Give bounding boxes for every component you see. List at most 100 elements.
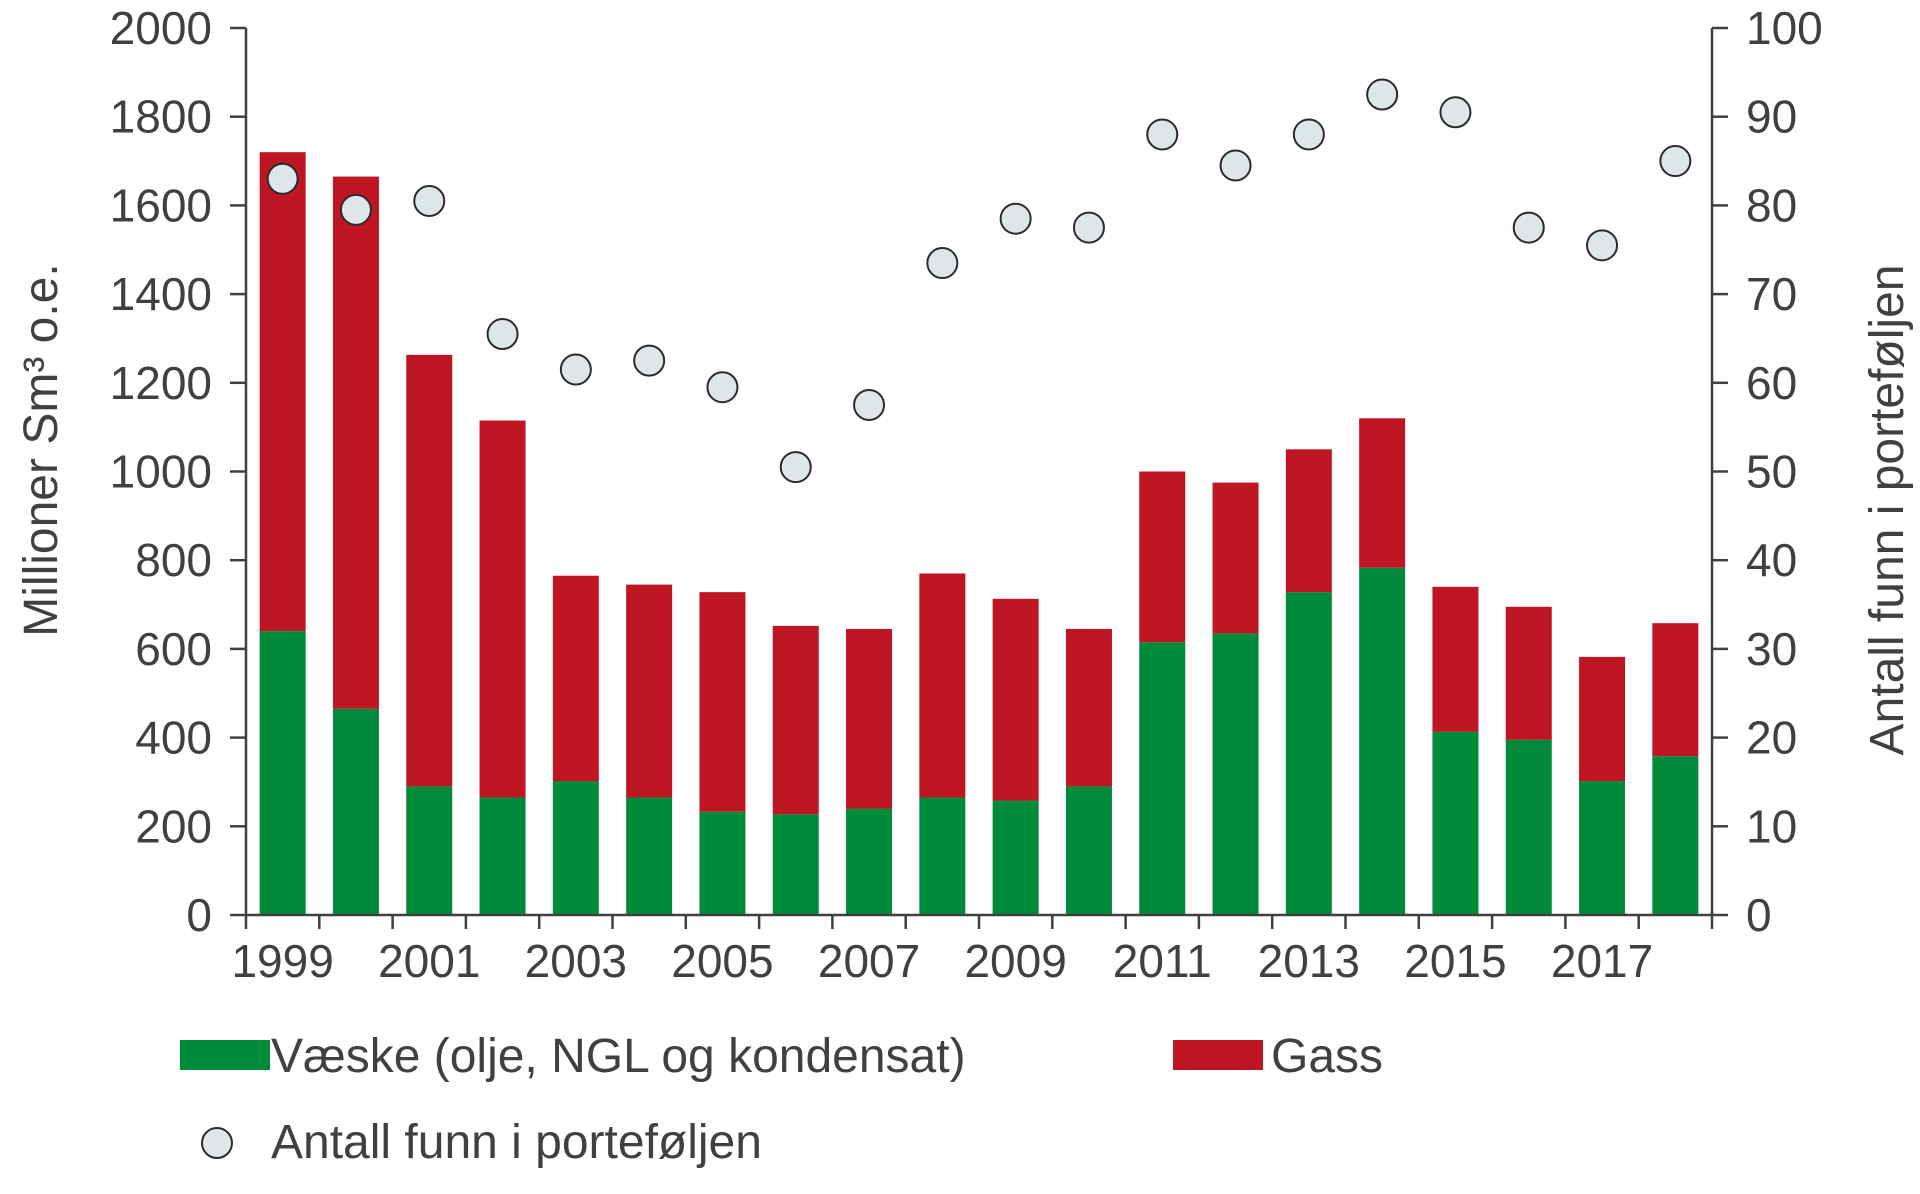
bar-vaeske-2001	[406, 786, 453, 915]
y-tick-label-left-1200: 1200	[110, 357, 212, 409]
x-tick-label-2013: 2013	[1258, 935, 1360, 987]
bar-vaeske-2009	[992, 800, 1039, 915]
point-funn-2012	[1219, 149, 1252, 182]
bar-gass-2005	[699, 592, 746, 812]
bar-gass-2001	[406, 354, 453, 787]
bar-gass-2007	[846, 628, 893, 809]
y-tick-label-left-1000: 1000	[110, 446, 212, 498]
bar-vaeske-2018	[1652, 756, 1699, 915]
point-funn-2007	[853, 388, 886, 421]
point-funn-2009	[999, 202, 1032, 235]
point-funn-2000	[339, 193, 372, 226]
x-tick-label-2011: 2011	[1113, 935, 1212, 987]
x-tick-label-2009: 2009	[964, 935, 1066, 987]
bar-gass-2015	[1432, 586, 1479, 732]
bar-gass-2000	[332, 176, 379, 709]
y-axis-title-left: Millioner Sm³ o.e.	[15, 263, 68, 636]
y-tick-label-left-200: 200	[135, 800, 212, 852]
point-funn-1999	[266, 162, 299, 195]
bar-gass-2017	[1579, 656, 1626, 782]
y-tick-label-left-600: 600	[135, 623, 212, 675]
y-tick-label-right-50: 50	[1746, 446, 1797, 498]
bar-gass-2014	[1359, 418, 1406, 568]
y-tick-label-right-10: 10	[1746, 800, 1797, 852]
bar-vaeske-2010	[1065, 786, 1112, 915]
x-tick-label-2015: 2015	[1404, 935, 1506, 987]
legend-label-funn: Antall funn i porteføljen	[271, 1116, 762, 1169]
point-funn-2006	[779, 451, 812, 484]
x-tick-label-2005: 2005	[671, 935, 773, 987]
bar-vaeske-2012	[1212, 633, 1259, 915]
point-funn-2010	[1072, 211, 1105, 244]
point-funn-2016	[1512, 211, 1545, 244]
axes-layer	[230, 26, 1728, 929]
y-axis-title-right: Antall funn i porteføljen	[1861, 265, 1914, 756]
y-tick-label-left-0: 0	[186, 889, 212, 941]
bar-vaeske-2004	[626, 797, 673, 915]
bar-vaeske-2008	[919, 797, 966, 915]
y-tick-label-right-70: 70	[1746, 268, 1797, 320]
bar-vaeske-2014	[1359, 567, 1406, 915]
point-funn-2001	[413, 184, 446, 217]
point-funn-2008	[926, 247, 959, 280]
bar-gass-2002	[479, 420, 526, 798]
point-funn-2017	[1586, 229, 1619, 262]
point-funn-2004	[633, 344, 666, 377]
bar-vaeske-2017	[1579, 781, 1626, 915]
y-tick-label-right-100: 100	[1746, 2, 1823, 54]
y-tick-label-left-1600: 1600	[110, 179, 212, 231]
bar-vaeske-2013	[1285, 592, 1332, 915]
labels-layer: 0 200 400 600 800 1000 1200 1400 1600 1800 2000 0 10…	[110, 2, 1823, 987]
bar-gass-2009	[992, 598, 1039, 801]
y-tick-label-right-40: 40	[1746, 534, 1797, 586]
point-funn-2011	[1146, 118, 1179, 151]
bar-vaeske-2011	[1139, 642, 1186, 915]
bars-layer	[259, 152, 1699, 915]
y-tick-label-left-800: 800	[135, 534, 212, 586]
bar-vaeske-2003	[552, 781, 599, 915]
bar-gass-2004	[626, 584, 673, 798]
bar-gass-1999	[259, 152, 306, 632]
y-tick-label-left-1800: 1800	[110, 91, 212, 143]
bar-vaeske-2006	[772, 814, 819, 915]
x-tick-label-2001: 2001	[378, 935, 480, 987]
point-funn-2013	[1292, 118, 1325, 151]
bar-gass-2006	[772, 625, 819, 815]
bar-gass-2011	[1139, 471, 1186, 643]
x-tick-label-1999: 1999	[231, 935, 333, 987]
bar-vaeske-2000	[332, 708, 379, 915]
y-tick-label-right-0: 0	[1746, 889, 1772, 941]
y-tick-label-left-1400: 1400	[110, 268, 212, 320]
bar-gass-2018	[1652, 623, 1699, 757]
point-funn-2003	[559, 353, 592, 386]
bar-vaeske-2007	[846, 808, 893, 915]
bar-vaeske-2002	[479, 797, 526, 915]
bar-gass-2010	[1065, 628, 1112, 787]
legend-label-gass: Gass	[1271, 1030, 1383, 1083]
legend-marker-funn	[201, 1127, 233, 1159]
bar-vaeske-1999	[259, 631, 306, 915]
point-funn-2018	[1659, 145, 1692, 178]
bar-vaeske-2016	[1505, 739, 1552, 915]
legend-swatch-vaeske	[180, 1040, 270, 1070]
bar-gass-2008	[919, 573, 966, 798]
x-tick-label-2017: 2017	[1551, 935, 1653, 987]
bar-gass-2016	[1505, 606, 1552, 740]
bar-vaeske-2005	[699, 811, 746, 915]
bar-gass-2013	[1285, 449, 1332, 593]
bar-gass-2003	[552, 575, 599, 782]
point-funn-2005	[706, 371, 739, 404]
x-tick-label-2003: 2003	[525, 935, 627, 987]
y-tick-label-right-30: 30	[1746, 623, 1797, 675]
y-tick-label-left-400: 400	[135, 712, 212, 764]
point-funn-2015	[1439, 96, 1472, 129]
legend: Væske (olje, NGL og kondensat) Gass Anta…	[180, 1030, 1383, 1169]
bar-gass-2012	[1212, 482, 1259, 634]
y-tick-label-right-60: 60	[1746, 357, 1797, 409]
bar-vaeske-2015	[1432, 731, 1479, 915]
y-tick-label-right-20: 20	[1746, 712, 1797, 764]
points-layer	[266, 78, 1692, 484]
point-funn-2002	[486, 318, 519, 351]
x-tick-label-2007: 2007	[818, 935, 920, 987]
